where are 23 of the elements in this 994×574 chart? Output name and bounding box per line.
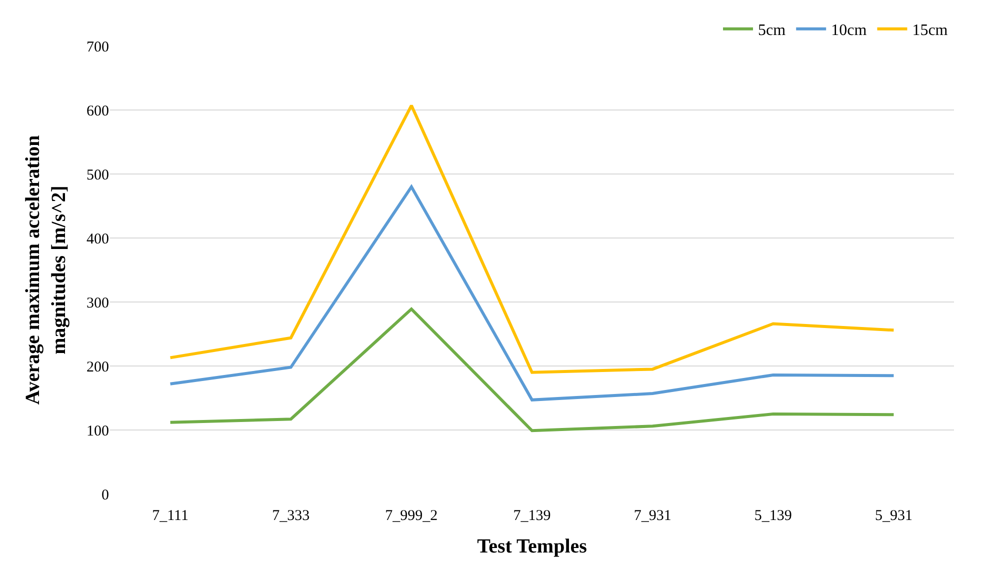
line-series — [168, 104, 896, 374]
y-tick-label: 700 — [86, 39, 109, 56]
x-tick-label: 7_931 — [634, 508, 672, 524]
y-tick-label: 400 — [86, 231, 109, 248]
legend-label: 10cm — [831, 22, 868, 40]
legend-label: 15cm — [912, 22, 948, 40]
y-tick-label: 200 — [86, 359, 109, 376]
x-tick-label: 7_139 — [513, 508, 551, 524]
y-tick-label: 600 — [86, 103, 109, 120]
x-axis-title: Test Temples — [477, 536, 588, 558]
y-axis-title: Average maximum acceleration magnitudes [m/s^2] — [22, 135, 70, 405]
x-tick-label: 5_931 — [874, 508, 912, 524]
line-series — [168, 185, 896, 402]
y-tick-label: 500 — [86, 167, 109, 184]
x-tick-label: 7_333 — [272, 508, 310, 524]
line-series — [168, 308, 896, 432]
legend-label: 5cm — [758, 22, 786, 40]
y-tick-label: 0 — [102, 487, 109, 504]
y-tick-label: 300 — [86, 295, 109, 312]
y-tick-label: 100 — [86, 423, 109, 440]
x-tick-label: 7_111 — [152, 508, 188, 524]
x-tick-label: 5_139 — [754, 508, 792, 524]
x-tick-label: 7_999_2 — [385, 508, 438, 524]
